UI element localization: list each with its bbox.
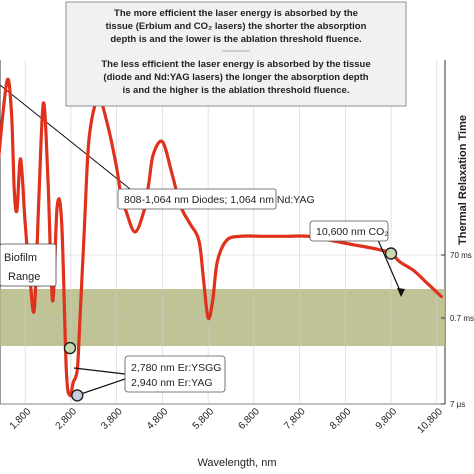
- info-para1-line3: depth is and the lower is the ablation t…: [110, 34, 361, 45]
- arrow-to-er-ysgg: [73, 367, 126, 375]
- er-annotation-box: [124, 355, 226, 393]
- arrow-head-co2: [397, 288, 405, 297]
- diode-annotation-box: [117, 188, 277, 210]
- biofilm-label-box: [0, 243, 57, 287]
- info-para2-line1: The less efficient the laser energy is a…: [101, 59, 370, 70]
- marker-er-ysgg: [63, 341, 77, 355]
- diode-annotation: 808-1,064 nm Diodes; 1,064 nm Nd:YAG: [124, 194, 315, 206]
- er-yag-annotation: 2,940 nm Er:YAG: [131, 377, 213, 389]
- info-box: [65, 1, 407, 107]
- arrow-to-co2: [377, 239, 402, 294]
- marker-co2: [384, 247, 398, 260]
- right-tick-label: 0.7 ms: [450, 314, 474, 323]
- biofilm-label-line2: Range: [8, 271, 40, 283]
- right-tick-labels: 70 ms 0.7 ms 7 μs: [441, 251, 474, 409]
- co2-annotation-box: [309, 220, 389, 242]
- diode-leader-line: [0, 84, 151, 206]
- biofilm-range-band: [0, 289, 445, 346]
- right-tick-label: 70 ms: [450, 251, 472, 260]
- info-para2-line3: is and the higher is the ablation thresh…: [123, 85, 350, 96]
- co2-annotation: 10,600 nm CO₂: [316, 226, 388, 238]
- biofilm-label-line1: Biofilm: [4, 252, 37, 264]
- info-para1-line1: The more efficient the laser energy is a…: [114, 8, 358, 19]
- marker-er-yag: [71, 389, 84, 402]
- x-axis-title: Wavelength, nm: [197, 457, 276, 469]
- er-ysgg-annotation: 2,780 nm Er:YSGG: [131, 362, 221, 374]
- right-tick-label: 7 μs: [450, 400, 465, 409]
- laser-markers: [63, 247, 398, 402]
- info-para1-line2: tissue (Erbium and CO₂ lasers) the short…: [106, 21, 367, 32]
- info-para2-line2: (diode and Nd:YAG lasers) the longer the…: [103, 72, 368, 83]
- right-axis-title: Thermal Relaxation Time: [457, 115, 469, 245]
